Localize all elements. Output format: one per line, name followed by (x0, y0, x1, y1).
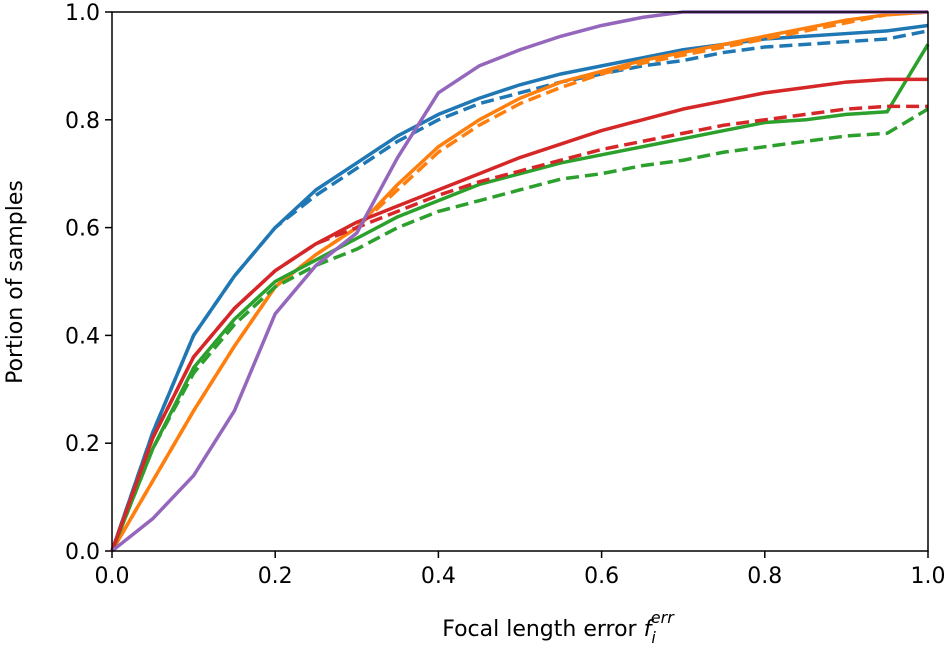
x-tick-label: 0.8 (747, 564, 782, 589)
y-tick-label: 0.0 (65, 540, 100, 565)
series-line (110, 107, 929, 552)
y-tick-label: 1.0 (65, 1, 100, 26)
y-tick-label: 0.2 (65, 432, 100, 457)
series-line (110, 29, 929, 552)
series-line (110, 104, 928, 552)
series-line (110, 10, 929, 552)
x-tick-label: 0.2 (258, 564, 293, 589)
x-label-text: Focal length error (442, 617, 637, 642)
y-tick-label: 0.6 (65, 217, 100, 242)
x-label-sup: err (651, 608, 675, 627)
x-tick-label: 0.0 (95, 564, 130, 589)
series-line (110, 77, 928, 552)
x-tick-label: 0.4 (421, 564, 456, 589)
x-label-symbol: f (644, 617, 655, 642)
series-line (110, 10, 929, 552)
y-tick-label: 0.4 (65, 324, 100, 349)
x-tick-label: 1.0 (911, 564, 946, 589)
x-axis-label: Focal length error fierr (442, 608, 675, 647)
x-label-sub: i (651, 628, 656, 647)
plot-frame (111, 11, 929, 552)
x-tick-label: 0.6 (584, 564, 619, 589)
y-tick-label: 0.8 (65, 109, 100, 134)
series-line (110, 43, 930, 552)
y-axis-label: Portion of samples (3, 180, 28, 384)
